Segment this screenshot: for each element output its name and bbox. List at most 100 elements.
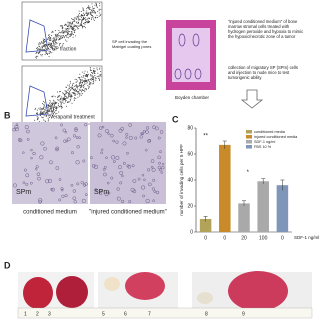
cell <box>78 136 81 140</box>
cell <box>112 160 116 163</box>
dot <box>76 16 78 18</box>
dot <box>84 79 86 81</box>
dot <box>78 92 80 94</box>
cell <box>84 182 88 186</box>
cell <box>30 156 33 160</box>
cell <box>119 171 124 175</box>
dot <box>75 84 77 86</box>
dot <box>95 2 97 4</box>
dot <box>48 34 50 36</box>
arrow <box>240 89 264 109</box>
dot <box>58 43 60 45</box>
dot <box>70 34 72 36</box>
dot <box>80 79 82 81</box>
dot <box>71 86 73 88</box>
dot <box>78 84 80 86</box>
dot <box>65 29 67 31</box>
dot <box>36 51 38 53</box>
error-bar <box>203 216 208 222</box>
dot <box>62 36 64 38</box>
dot <box>69 25 71 27</box>
dot <box>80 84 82 86</box>
dot <box>65 100 67 102</box>
dot <box>37 47 39 49</box>
cell <box>128 200 132 204</box>
dot <box>55 107 57 109</box>
dot <box>95 4 97 6</box>
y-tick-label: 20 <box>187 203 193 209</box>
dot <box>49 36 51 38</box>
image-tag: SPm <box>94 189 109 196</box>
dot <box>50 45 52 47</box>
dot <box>73 99 75 101</box>
dot <box>50 113 52 115</box>
cell <box>145 126 150 130</box>
dot <box>84 75 86 77</box>
dot <box>77 80 79 82</box>
cell <box>97 133 102 138</box>
dot <box>71 18 73 20</box>
cell <box>130 187 135 192</box>
dot <box>62 29 64 31</box>
dot <box>88 8 90 10</box>
dot <box>73 89 75 91</box>
dot <box>79 77 81 79</box>
dot <box>53 100 55 102</box>
dot <box>72 26 74 28</box>
dot <box>83 75 85 77</box>
dot <box>60 37 62 39</box>
dot <box>48 107 50 109</box>
dot <box>82 18 84 20</box>
dot <box>85 73 87 75</box>
dot <box>51 107 53 109</box>
dot <box>38 48 40 50</box>
dot <box>68 93 70 95</box>
cell <box>32 151 36 156</box>
dot <box>48 105 50 107</box>
dot <box>89 20 91 22</box>
dot <box>52 109 54 111</box>
dot <box>87 87 89 89</box>
dot <box>85 19 87 21</box>
cell <box>107 191 111 195</box>
dot <box>75 85 77 87</box>
dot <box>44 112 46 114</box>
dot <box>70 94 72 96</box>
dot <box>59 100 61 102</box>
dot <box>80 85 82 87</box>
dot <box>87 15 89 17</box>
dot <box>73 93 75 95</box>
dot <box>90 17 92 19</box>
y-tick-label: 60 <box>187 151 193 157</box>
dot <box>79 82 81 84</box>
dot <box>64 98 66 100</box>
cell <box>119 181 123 185</box>
dot <box>78 18 80 20</box>
dot <box>69 95 71 97</box>
dot <box>59 35 61 37</box>
cell <box>157 136 161 140</box>
dot <box>72 83 74 85</box>
dot <box>55 30 57 32</box>
dot <box>55 110 57 112</box>
dot <box>62 43 64 45</box>
cell <box>137 177 141 181</box>
dot <box>61 31 63 33</box>
cell <box>122 161 126 165</box>
dot <box>67 93 69 95</box>
cell <box>126 164 130 168</box>
dot <box>84 17 86 19</box>
dot <box>40 109 42 111</box>
dot <box>99 5 101 7</box>
dot <box>75 81 77 83</box>
ruler-label: 6 <box>124 311 127 317</box>
dot <box>66 101 68 103</box>
cell <box>134 136 138 140</box>
dot <box>96 14 98 16</box>
dot <box>83 89 85 91</box>
cell <box>45 179 50 184</box>
dot <box>79 15 81 17</box>
dot <box>46 53 48 55</box>
dot <box>71 94 73 96</box>
dot <box>99 74 101 76</box>
